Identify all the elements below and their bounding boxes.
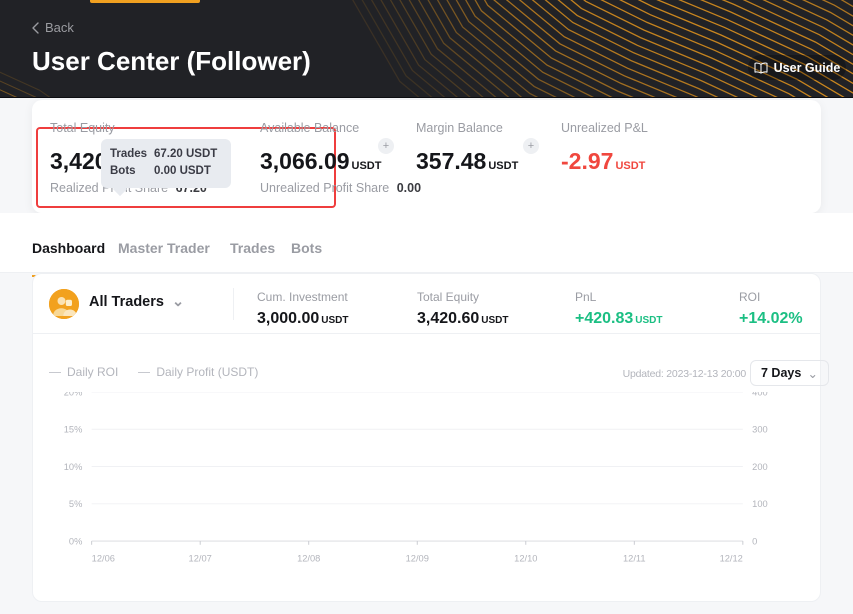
svg-text:0%: 0%: [69, 536, 82, 546]
svg-text:15%: 15%: [64, 425, 83, 435]
svg-text:12/07: 12/07: [189, 554, 212, 564]
svg-text:12/06: 12/06: [92, 554, 115, 564]
svg-text:400: 400: [752, 392, 768, 397]
svg-text:0: 0: [752, 536, 757, 546]
svg-text:20%: 20%: [64, 392, 83, 397]
svg-text:12/12: 12/12: [720, 554, 743, 564]
svg-text:100: 100: [752, 499, 768, 509]
svg-text:12/10: 12/10: [514, 554, 537, 564]
svg-text:200: 200: [752, 462, 768, 472]
svg-text:12/08: 12/08: [297, 554, 320, 564]
svg-text:10%: 10%: [64, 462, 83, 472]
svg-text:12/09: 12/09: [406, 554, 429, 564]
svg-text:300: 300: [752, 425, 768, 435]
svg-text:5%: 5%: [69, 499, 82, 509]
svg-text:12/11: 12/11: [623, 554, 646, 564]
